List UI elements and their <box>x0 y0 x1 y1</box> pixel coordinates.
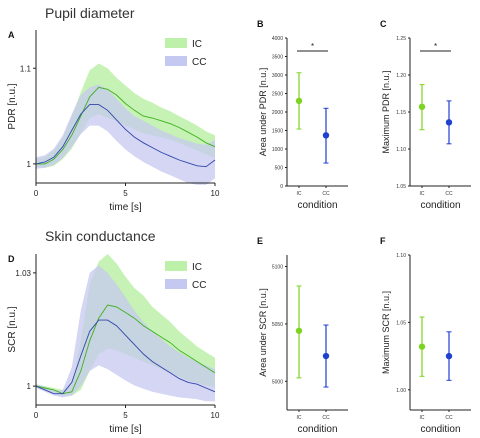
x-tick-label-ic: IC <box>420 415 425 421</box>
x-tick-label-cc: CC <box>445 415 453 421</box>
x-axis-label: condition <box>420 424 460 435</box>
legend-swatch-ic <box>165 261 187 271</box>
series-line-cc <box>35 104 216 168</box>
legend-swatch-cc <box>165 56 187 66</box>
x-tick-label: 5 <box>123 411 128 420</box>
series-line-cc <box>35 319 216 395</box>
x-tick-label: 10 <box>211 411 220 420</box>
y-tick-label: 3500 <box>272 55 283 61</box>
y-axis-label: Area under PDR [n.u.] <box>258 68 268 157</box>
y-tick-label: 5000 <box>272 379 283 385</box>
panel-f: F 1.00 1.05 1.10 IC CC condition Maximum SCR [n… <box>380 236 471 435</box>
x-tick-label: 5 <box>123 189 128 198</box>
y-tick-label: 2000 <box>272 110 283 116</box>
data-point-cc <box>445 119 453 126</box>
significance-marker: * <box>434 42 437 51</box>
x-axis-label: time [s] <box>109 202 141 213</box>
data-point-ic <box>418 343 426 350</box>
legend-swatch-cc <box>165 279 187 289</box>
y-tick-label: 5100 <box>272 264 283 270</box>
panel-e: E 5000 5050 5100 IC CC condition Area under SCR… <box>257 236 348 435</box>
y-tick-label: 1.10 <box>396 147 406 153</box>
x-tick-label-cc: CC <box>445 191 453 197</box>
x-tick-label-ic: IC <box>297 191 302 197</box>
title-pupil-diameter: Pupil diameter <box>45 5 135 21</box>
series-line-ic <box>36 86 216 165</box>
y-tick-label: 1500 <box>272 129 283 135</box>
legend-label-ic: IC <box>192 262 202 273</box>
data-point-ic <box>295 327 303 334</box>
legend-label-ic: IC <box>192 39 202 50</box>
x-tick-label: 0 <box>34 411 39 420</box>
data-point-cc <box>322 352 330 360</box>
x-tick-label-ic: IC <box>297 415 302 421</box>
data-point-ic <box>418 103 426 111</box>
y-tick-label: 1.00 <box>396 388 406 394</box>
y-tick-label: 1 <box>27 382 32 391</box>
y-axis-label: SCR [n.u.] <box>7 306 18 352</box>
band-cc <box>36 84 215 185</box>
y-tick-label: 4000 <box>272 36 283 42</box>
band-cc <box>36 265 215 402</box>
panel-a: A 0 5 10 1 1.1 time [s] PDR [n.u.] IC CC <box>7 30 220 213</box>
y-axis-label: Area under SCR [n.u.] <box>258 288 268 377</box>
panel-label: C <box>380 19 387 29</box>
panel-label: A <box>8 30 15 40</box>
y-axis-label: Maximum PDR [n.u.] <box>381 70 391 153</box>
x-axis-label: condition <box>297 424 337 435</box>
legend-label-cc: CC <box>192 280 206 291</box>
y-axis-label: Maximum SCR [n.u.] <box>381 291 391 374</box>
series-line-ic <box>35 304 216 395</box>
legend-swatch-ic <box>165 38 187 48</box>
legend-label-cc: CC <box>192 57 206 68</box>
panel-c: C 1.05 1.10 1.15 1.20 1.25 IC CC * condition Maxim… <box>380 19 471 211</box>
panel-label: E <box>257 236 263 246</box>
x-axis-label: condition <box>420 200 460 211</box>
y-tick-label: 1.10 <box>396 253 406 259</box>
y-axis-label: PDR [n.u.] <box>7 83 18 129</box>
x-tick-label: 10 <box>211 189 220 198</box>
x-tick-label-cc: CC <box>322 191 330 197</box>
y-tick-label: 1.1 <box>20 64 32 73</box>
panel-label: D <box>8 254 15 264</box>
panel-b: B 0 500 1000 1500 2000 2500 3000 3500 4000 IC CC * co… <box>257 19 348 211</box>
y-tick-label: 3000 <box>272 73 283 79</box>
panel-label: F <box>380 236 386 246</box>
y-tick-label: 2500 <box>272 92 283 98</box>
data-point-cc <box>322 132 330 139</box>
x-axis-label: time [s] <box>109 424 141 435</box>
x-tick-label: 0 <box>34 189 39 198</box>
y-tick-label: 0 <box>280 184 283 190</box>
x-tick-label-cc: CC <box>322 415 330 421</box>
y-tick-label: 1.20 <box>396 73 406 79</box>
panel-label: B <box>257 19 264 29</box>
x-axis-label: condition <box>297 200 337 211</box>
data-point-cc <box>445 352 453 360</box>
y-tick-label: 1.03 <box>15 269 31 278</box>
title-skin-conductance: Skin conductance <box>45 228 156 244</box>
y-tick-label: 500 <box>275 166 284 172</box>
y-tick-label: 1.05 <box>396 320 406 326</box>
panel-d: D 0 5 10 1 1.03 time [s] SCR [n.u.] IC CC <box>7 254 220 435</box>
y-tick-label: 5050 <box>272 322 283 328</box>
y-tick-label: 1.15 <box>396 110 406 116</box>
y-tick-label: 1 <box>27 160 32 169</box>
significance-marker: * <box>311 42 314 51</box>
x-tick-label-ic: IC <box>420 191 425 197</box>
y-tick-label: 1.05 <box>396 184 406 190</box>
y-tick-label: 1000 <box>272 147 283 153</box>
y-tick-label: 1.25 <box>396 36 406 42</box>
data-point-ic <box>295 97 303 105</box>
